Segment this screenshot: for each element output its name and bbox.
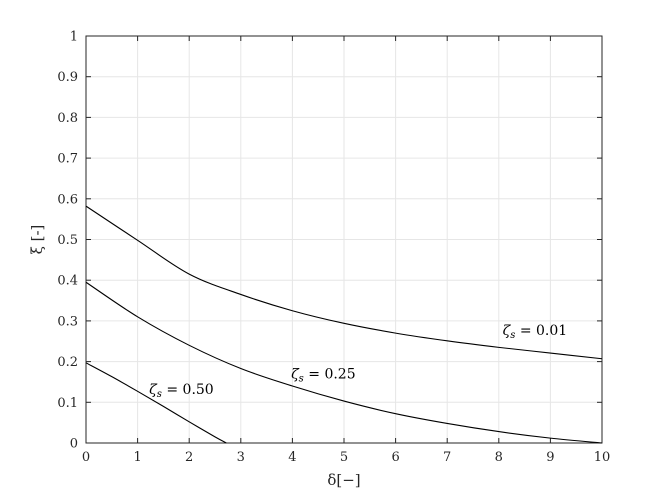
x-tick-label: 0 [82, 450, 90, 465]
y-tick-label: 1 [70, 30, 78, 45]
series-group [85, 205, 603, 444]
axis-ticks: 0 1 2 3 4 5 6 7 8 9 10 0 0.1 0.2 0.3 0.4 0.5 0.6 0.7 0.8 0.9… [57, 30, 610, 466]
x-tick-label: 2 [185, 450, 193, 465]
y-tick-label: 0.2 [57, 355, 78, 370]
x-tick-label: 8 [495, 450, 503, 465]
y-tick-label: 0.1 [57, 396, 78, 411]
curve-label-1: ζs = 0.01 [503, 323, 568, 341]
x-tick-label: 9 [546, 450, 554, 465]
series-line-1 [85, 205, 603, 360]
x-tick-label: 4 [288, 450, 296, 465]
y-tick-label: 0.5 [57, 233, 78, 248]
x-tick-label: 7 [443, 450, 451, 465]
series-line-3 [85, 362, 227, 444]
y-tick-label: 0.9 [57, 70, 78, 85]
x-axis-title: δ[−] [327, 471, 360, 489]
y-tick-label: 0.3 [57, 314, 78, 329]
y-tick-label: 0.4 [57, 274, 78, 289]
x-tick-label: 6 [391, 450, 399, 465]
y-tick-label: 0.6 [57, 192, 78, 207]
x-tick-label: 1 [133, 450, 141, 465]
curve-label-3: ζs = 0.50 [149, 382, 214, 400]
x-tick-label: 10 [594, 450, 611, 465]
x-tick-label: 5 [340, 450, 348, 465]
x-tick-label: 3 [237, 450, 245, 465]
y-tick-label: 0.8 [57, 111, 78, 126]
series-line-2 [85, 281, 603, 444]
curve-labels: ζs = 0.01 ζs = 0.25 ζs = 0.50 [149, 323, 567, 400]
y-tick-label: 0 [70, 437, 78, 452]
curve-label-2: ζs = 0.25 [291, 367, 356, 385]
y-axis-title: ξ [-] [28, 225, 46, 255]
y-tick-label: 0.7 [57, 152, 78, 167]
